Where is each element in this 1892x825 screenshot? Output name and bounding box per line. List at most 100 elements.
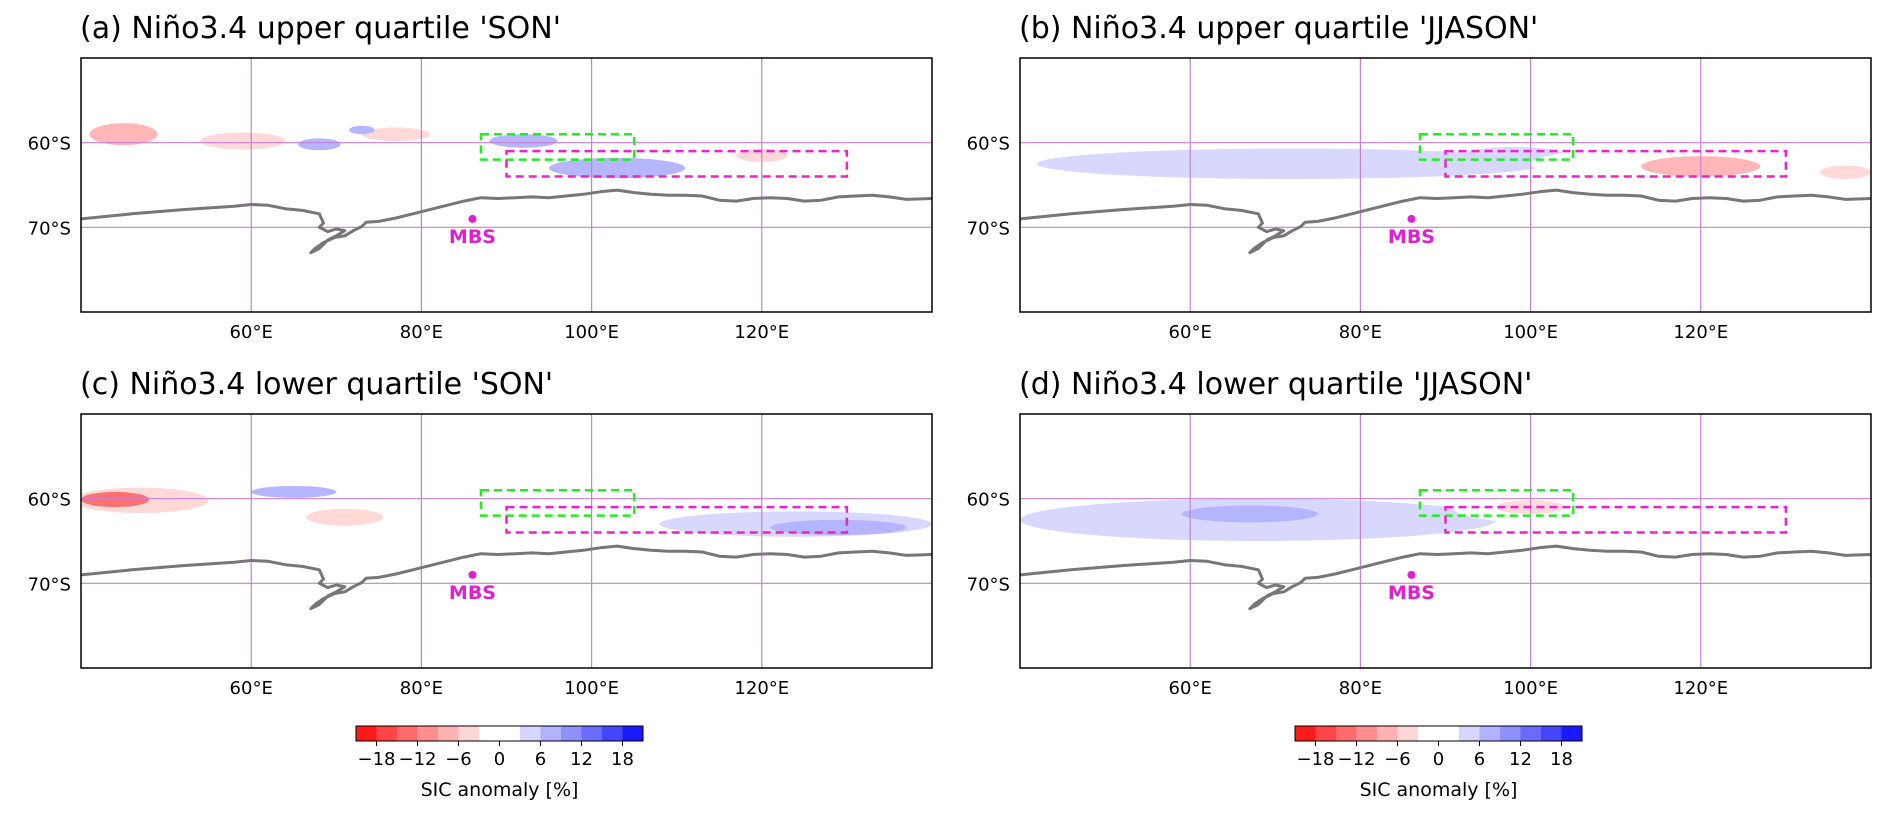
lon-tick-label: 100°E [1503,322,1558,343]
lat-tick-label: 60°S [28,490,71,511]
colorbar-segment [1336,726,1357,741]
colorbar-segment [520,726,541,741]
colorbar-segment [1520,726,1542,741]
magenta-region-box [505,505,849,534]
colorbar-tick-label: −6 [445,749,472,770]
map-panels: (a) Niño3.4 upper quartile 'SON' MBS 60°E 8… [28,11,1872,699]
anomaly-contour [298,138,341,151]
colorbar-segment [397,726,418,741]
colorbar-segment [1500,726,1521,741]
colorbar-segment [376,726,398,741]
lon-tick-label: 80°E [400,678,443,699]
lon-tick-label: 120°E [734,322,789,343]
magenta-region-box [1444,505,1788,534]
colorbar-tick-label: 12 [1509,749,1532,770]
colorbar-segment [1459,726,1480,741]
lon-tick-label: 80°E [1339,322,1382,343]
antarctic-coastline [81,544,932,611]
colorbar-segment [417,726,439,741]
colorbar-segment [581,726,603,741]
lat-tick-label: 60°S [967,490,1010,511]
anomaly-contour [306,508,384,526]
anomaly-contour [361,127,430,141]
lon-tick-label: 100°E [564,322,619,343]
colorbar-segment [602,726,623,741]
map-frame [80,413,933,669]
anomaly-contour [81,491,150,508]
lon-tick-label: 60°E [230,322,273,343]
colorbar-tick-label: 18 [1550,749,1573,770]
map-frame [1019,57,1872,313]
anomaly-contour [115,152,422,192]
magenta-region-box [505,149,849,178]
colorbar-tick-label: 0 [494,749,505,770]
colorbar-segment [1295,726,1316,741]
anomaly-contour [1181,505,1318,523]
green-region-box [1418,488,1575,517]
anomaly-contour [200,132,286,150]
anomaly-contour [349,125,375,135]
colorbar-segment [458,726,480,741]
mbs-station-label: MBS [449,226,496,248]
colorbar-label: SIC anomaly [%] [421,779,579,801]
colorbar-segment [540,726,562,741]
lon-tick-label: 60°E [1169,322,1212,343]
anomaly-contour [770,519,907,536]
lon-tick-label: 120°E [1673,678,1728,699]
panel-title: (c) Niño3.4 lower quartile 'SON' [80,367,553,402]
green-region-box [479,488,636,517]
colorbar-segment [1541,726,1562,741]
colorbar-segment [356,726,377,741]
colorbar-tick-label: −6 [1384,749,1411,770]
anomaly-contour [549,157,686,179]
antarctic-coastline [81,188,932,255]
mbs-station-marker [1407,570,1416,579]
anomaly-contour [1819,165,1871,180]
colorbar-segment [1356,726,1378,741]
panel-title: (d) Niño3.4 lower quartile 'JJASON' [1019,367,1532,402]
lon-tick-label: 80°E [1339,678,1382,699]
anomaly-contour [1173,430,1684,499]
map-panel: (a) Niño3.4 upper quartile 'SON' MBS 60°E 8… [28,11,933,343]
lat-tick-label: 70°S [967,218,1010,239]
colorbar-tick-label: −18 [1297,749,1335,770]
colorbar-tick-label: −12 [399,749,437,770]
antarctic-coastline [1020,188,1871,255]
lat-tick-label: 70°S [28,574,71,595]
colorbar-segment [622,726,644,741]
map-frame [80,57,933,313]
colorbar-segment [1479,726,1501,741]
lat-tick-label: 70°S [28,218,71,239]
lon-tick-label: 80°E [400,322,443,343]
magenta-region-box [1444,149,1788,178]
map-background [81,414,932,668]
lon-tick-label: 60°E [230,678,273,699]
colorbar-tick-label: 12 [570,749,593,770]
colorbar-segment [1418,726,1460,741]
lat-tick-label: 70°S [967,574,1010,595]
anomaly-contour [89,123,158,146]
sic-anomaly-field [81,485,932,537]
anomaly-contour [1037,148,1548,180]
green-region-box [479,132,636,161]
colorbar-segment [1377,726,1398,741]
mbs-station-label: MBS [1388,226,1435,248]
antarctic-coastline [1020,544,1871,611]
colorbar: −18 −12 −6 0 6 12 18 SIC anomaly [%] [355,725,644,801]
colorbar: −18 −12 −6 0 6 12 18 SIC anomaly [%] [1294,725,1583,801]
colorbar-tick-label: 6 [1474,749,1485,770]
colorbar-segment [1397,726,1419,741]
colorbar-tick-label: 18 [611,749,634,770]
colorbar-tick-label: 6 [535,749,546,770]
map-panel: (b) Niño3.4 upper quartile 'JJASON' MBS 60… [967,11,1872,343]
colorbar-segment [479,726,521,741]
mbs-station-label: MBS [449,582,496,604]
colorbar-tick-label: 0 [1433,749,1444,770]
green-region-box [1418,132,1575,161]
mbs-station-marker [468,214,477,223]
colorbar-segment [1315,726,1337,741]
lon-tick-label: 100°E [564,678,619,699]
map-panel: (d) Niño3.4 lower quartile 'JJASON' MBS 60… [967,367,1872,699]
